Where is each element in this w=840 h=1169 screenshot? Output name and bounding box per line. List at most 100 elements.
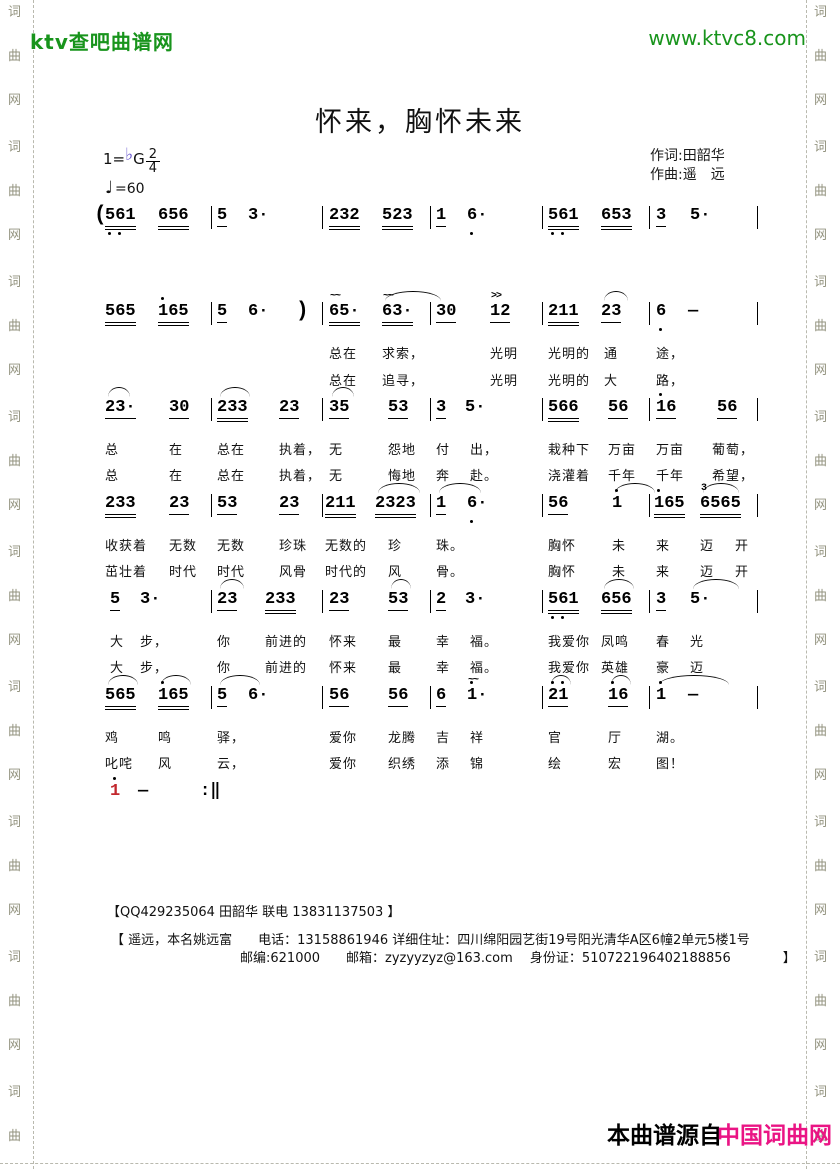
note-digit: 3	[402, 206, 413, 225]
note-digit: 1	[568, 206, 579, 225]
border-char: 曲	[8, 1129, 22, 1144]
slur-arc	[604, 291, 628, 301]
note-digit: 2	[279, 398, 290, 417]
note-digit: 2	[436, 590, 447, 609]
border-char: 词	[814, 5, 828, 20]
note-digit: ·	[125, 398, 136, 417]
note-digit: 2	[392, 206, 403, 225]
lyric-word: 豪	[656, 661, 671, 676]
barline	[211, 686, 212, 709]
lyric-word: 无数	[169, 539, 198, 554]
barline	[757, 590, 758, 613]
note-digit: 6	[618, 398, 629, 417]
note-digit: 5	[548, 590, 559, 619]
note-digit: 3	[275, 590, 286, 609]
left-dashed-border	[33, 0, 34, 1169]
barline	[649, 302, 650, 325]
lyric-word: 怀来	[329, 635, 358, 650]
note-digit: 3	[227, 494, 238, 513]
lyric-word: 你	[217, 635, 232, 650]
note-token: 12 >>	[490, 291, 511, 323]
note-digit: 5	[388, 590, 399, 609]
note-token: 5	[217, 675, 260, 707]
border-char: 曲	[814, 49, 828, 64]
note-token: 23	[169, 494, 190, 515]
note-digit: 1	[436, 206, 447, 225]
note-digit: 6	[621, 590, 632, 609]
note-token: 211	[325, 494, 356, 518]
note-digit: ·	[258, 302, 269, 321]
slur-arc	[332, 387, 354, 397]
note-digit: 3	[656, 206, 667, 225]
note-digit: 3	[125, 494, 136, 513]
barline	[649, 206, 650, 229]
note-digit: ·	[477, 494, 488, 513]
lyric-word: 最	[388, 661, 403, 676]
barline	[757, 494, 758, 517]
note-digit: 3	[436, 398, 447, 417]
note-token: 566	[548, 398, 579, 422]
note-token: 5	[110, 590, 121, 611]
barline	[649, 590, 650, 613]
slur-arc	[108, 387, 130, 397]
barline	[211, 398, 212, 421]
note-digit: ·	[258, 206, 269, 225]
lyric-word: 无数	[217, 539, 246, 554]
note-digit: 2	[217, 398, 228, 417]
note-digit: —	[688, 302, 699, 321]
note-token: 165	[654, 489, 685, 518]
lyric-word: 通	[604, 347, 619, 362]
slur-arc	[611, 675, 631, 685]
site-name-link[interactable]: ktv查吧曲谱网	[30, 30, 174, 54]
lyric-word: 前进的	[265, 661, 308, 676]
barline	[322, 494, 323, 517]
note-digit: ·	[475, 398, 486, 417]
border-char: 网	[814, 768, 828, 783]
note-digit: ·	[258, 686, 269, 705]
key-prefix: 1=	[103, 150, 126, 168]
lyric-word: 春	[656, 635, 671, 650]
border-char: 曲	[814, 859, 828, 874]
border-char: 曲	[8, 859, 22, 874]
note-digit: 6	[700, 494, 711, 513]
lyric-word: 最	[388, 635, 403, 650]
slur-arc	[439, 483, 481, 493]
note-digit: 2	[349, 206, 360, 225]
border-char: 词	[8, 5, 22, 20]
note-token: 561	[548, 590, 579, 619]
note-digit: 6	[329, 302, 340, 321]
border-char: 词	[8, 140, 22, 155]
lyric-word: 在	[169, 469, 184, 484]
site-url-link[interactable]: www.ktvc8.com	[648, 26, 806, 50]
note-digit: 5	[548, 494, 559, 513]
note-digit: 6	[178, 206, 189, 225]
quarter-note-icon: ♩	[105, 178, 114, 198]
lyric-word: 爱你	[329, 731, 358, 746]
note-token: 165	[158, 297, 189, 326]
note-digit: —	[688, 686, 699, 705]
slur-arc	[604, 579, 634, 589]
note-digit: 5	[690, 206, 701, 225]
note-digit: 5	[329, 686, 340, 705]
note-digit: ·	[477, 206, 488, 225]
lyric-word: 时代的	[325, 565, 368, 580]
note-digit: 3	[339, 590, 350, 609]
note-token: 6·	[248, 686, 268, 706]
lyric-word: 鸣	[158, 731, 173, 746]
note-digit: 5	[388, 686, 399, 705]
lyric-word: 驿，	[217, 731, 246, 746]
note-digit: 3	[248, 206, 259, 225]
note-digit: ·	[700, 590, 711, 609]
source-site-link[interactable]: 中国词曲网	[717, 1123, 832, 1149]
note-digit: 6	[720, 494, 731, 513]
border-char: 网	[814, 93, 828, 108]
lyric-word: 无	[329, 443, 344, 458]
lyric-word: 大	[110, 635, 125, 650]
ornament-mark: >>	[491, 291, 502, 302]
note-digit: 5	[611, 206, 622, 225]
lyric-word: 幸	[436, 661, 451, 676]
note-token: 53	[388, 579, 411, 611]
note-digit: 3	[465, 590, 476, 609]
note-token: 5·	[465, 398, 485, 418]
border-char: 曲	[8, 184, 22, 199]
